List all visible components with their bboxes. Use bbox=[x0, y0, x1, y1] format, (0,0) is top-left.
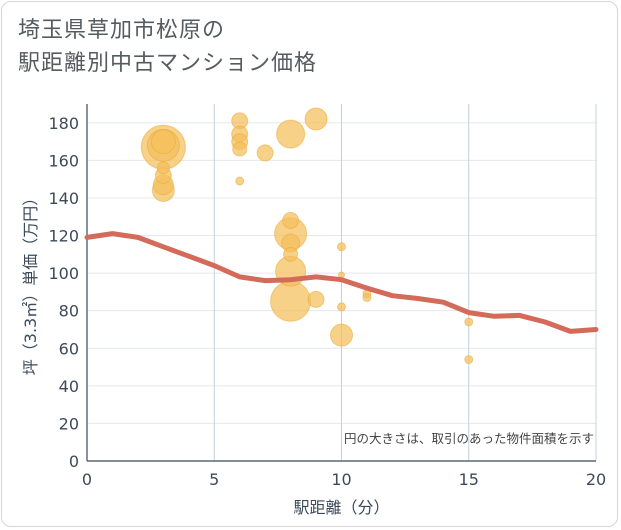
data-point bbox=[330, 323, 353, 347]
data-point bbox=[337, 302, 346, 312]
data-point bbox=[235, 176, 245, 186]
bubble-size-note: 円の大きさは、取引のあった物件面積を示す bbox=[344, 431, 594, 446]
data-point bbox=[270, 280, 312, 322]
data-point bbox=[304, 107, 328, 131]
y-axis-title: 坪（3.3㎡）単価（万円） bbox=[21, 190, 40, 375]
data-point bbox=[232, 141, 248, 157]
data-point bbox=[362, 293, 372, 303]
average-price-line bbox=[84, 231, 599, 334]
data-point bbox=[256, 144, 274, 162]
y-axis-ticks: 0 20 40 60 80 100 120 140 160 180 bbox=[48, 114, 79, 471]
data-point bbox=[307, 290, 325, 308]
y-tick-label: 140 bbox=[48, 189, 79, 208]
chart-title: 埼玉県草加市松原の 駅距離別中古マンション価格 bbox=[18, 14, 317, 80]
data-point bbox=[276, 119, 306, 149]
y-tick-label: 80 bbox=[59, 302, 79, 321]
y-tick-label: 20 bbox=[59, 414, 79, 433]
x-tick-label: 0 bbox=[82, 470, 92, 489]
x-tick-label: 5 bbox=[209, 470, 219, 489]
x-tick-label: 20 bbox=[586, 470, 606, 489]
data-point bbox=[156, 161, 170, 175]
y-tick-label: 160 bbox=[48, 151, 79, 170]
data-point bbox=[464, 355, 474, 365]
data-point bbox=[150, 129, 176, 155]
y-tick-label: 40 bbox=[59, 377, 79, 396]
y-tick-label: 180 bbox=[48, 114, 79, 133]
chart-title-line-2: 駅距離別中古マンション価格 bbox=[18, 51, 318, 76]
x-axis-title: 駅距離（分） bbox=[293, 498, 389, 517]
x-tick-label: 10 bbox=[331, 470, 351, 489]
data-point bbox=[283, 246, 299, 262]
trend-series bbox=[84, 231, 599, 334]
x-tick-label: 15 bbox=[459, 470, 479, 489]
y-tick-label: 0 bbox=[69, 452, 79, 471]
data-point bbox=[337, 242, 346, 252]
y-tick-label: 60 bbox=[59, 339, 79, 358]
x-axis-ticks: 0 5 10 15 20 bbox=[82, 470, 606, 489]
y-tick-label: 100 bbox=[48, 264, 79, 283]
chart-title-line-1: 埼玉県草加市松原の bbox=[18, 18, 226, 43]
y-tick-label: 120 bbox=[48, 227, 79, 246]
data-point bbox=[464, 317, 474, 327]
data-point bbox=[282, 211, 300, 229]
